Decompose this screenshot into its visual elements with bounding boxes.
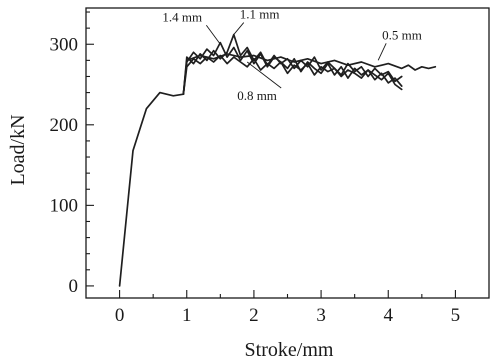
x-axis-label: Stroke/mm	[245, 339, 334, 361]
annotation-label: 1.1 mm	[240, 7, 280, 22]
x-tick-label: 1	[182, 305, 192, 326]
y-tick-label: 200	[50, 115, 79, 136]
annotation-label: 1.4 mm	[162, 9, 202, 24]
series-line-1-4-mm	[118, 41, 403, 287]
x-tick-label: 2	[249, 305, 259, 326]
annotation-leader	[233, 22, 245, 35]
annotation-leader	[377, 43, 387, 61]
annotation-leader	[205, 24, 221, 45]
x-tick-label: 3	[316, 305, 326, 326]
annotation-leader	[246, 61, 282, 89]
x-tick-label: 0	[115, 305, 125, 326]
tick-layer: 0 1 2 3 4 5 0 100 200 300	[50, 11, 461, 326]
y-tick-label: 0	[69, 276, 79, 297]
x-tick-label: 5	[451, 305, 461, 326]
annotation-label: 0.8 mm	[237, 88, 277, 103]
plot-frame	[85, 7, 490, 299]
annotation-label: 0.5 mm	[382, 27, 422, 42]
annotation-layer: 1.4 mm 1.1 mm 0.5 mm 0.8 mm	[162, 7, 422, 103]
y-tick-label: 300	[50, 34, 79, 55]
plot-border	[85, 7, 490, 299]
series-layer	[118, 33, 437, 287]
series-line-0-8-mm	[182, 54, 403, 96]
series-line-1-1-mm	[182, 33, 403, 96]
series-line-0-5-mm	[182, 53, 437, 96]
y-axis-label: Load/kN	[7, 114, 29, 185]
x-tick-label: 4	[384, 305, 394, 326]
y-tick-label: 100	[50, 195, 79, 216]
